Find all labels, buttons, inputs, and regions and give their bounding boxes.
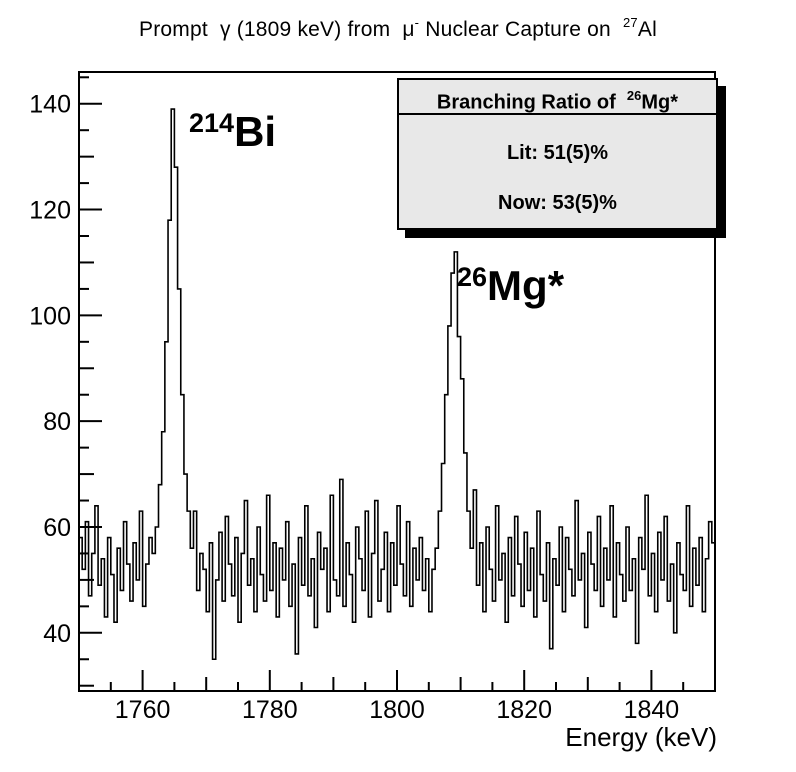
plot-title-text: Prompt γ (1809 keV) from μ	[139, 18, 415, 41]
mg-mass-superscript: 26	[457, 262, 488, 292]
x-tick-label: 1780	[242, 696, 298, 724]
bi-symbol: Bi	[234, 108, 277, 155]
branching-ratio-title-text: Branching Ratio of	[436, 91, 627, 114]
y-tick-label: 140	[29, 91, 71, 119]
branching-ratio-measured-value: Now: 53(5)%	[498, 192, 617, 214]
branching-ratio-box: Branching Ratio of 26Mg* Lit: 51(5)% Now…	[397, 78, 718, 230]
peak-label-bi214: 214Bi	[189, 108, 276, 156]
plot-title-text: Nuclear Capture on	[419, 18, 623, 41]
y-tick-label: 120	[29, 197, 71, 225]
bi-mass-superscript: 214	[189, 108, 235, 138]
histogram-line	[79, 108, 715, 661]
plot-frame	[78, 71, 716, 692]
x-tick-label: 1800	[369, 696, 425, 724]
plot-title-text: Al	[637, 18, 657, 41]
x-tick-label: 1820	[496, 696, 552, 724]
x-tick-label: 1840	[624, 696, 680, 724]
x-tick-label: 1760	[115, 696, 171, 724]
mu-charge-superscript: -	[414, 15, 420, 30]
y-tick-label: 80	[43, 408, 71, 436]
aluminium-mass-superscript: 27	[623, 15, 638, 30]
mg-symbol: Mg*	[487, 262, 565, 309]
mg-symbol: Mg*	[641, 91, 679, 114]
y-tick-label: 40	[43, 620, 71, 648]
branching-ratio-literature-value: Lit: 51(5)%	[506, 142, 609, 164]
branching-ratio-title: Branching Ratio of 26Mg*	[399, 80, 716, 115]
y-tick-label: 100	[29, 302, 71, 330]
x-axis-title: Energy (keV)	[565, 722, 717, 752]
plot-title: Prompt γ (1809 keV) from μ- Nuclear Capt…	[0, 15, 796, 42]
y-tick-label: 60	[43, 514, 71, 542]
peak-label-mg26: 26Mg*	[457, 262, 564, 310]
mg-mass-superscript: 26	[626, 88, 642, 103]
